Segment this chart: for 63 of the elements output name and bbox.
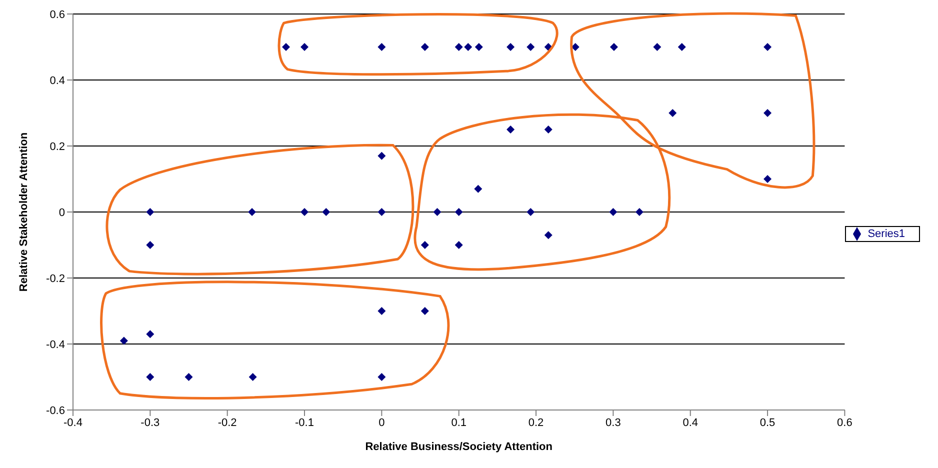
point xyxy=(378,373,386,381)
point xyxy=(454,241,463,249)
point xyxy=(322,208,330,216)
point xyxy=(609,208,618,216)
point xyxy=(433,208,442,216)
point xyxy=(635,208,644,216)
y-tick-label: -0.6 xyxy=(46,404,65,417)
point xyxy=(764,109,772,117)
y-tick-label: 0 xyxy=(58,206,65,219)
point xyxy=(653,43,662,51)
point xyxy=(146,208,154,216)
point xyxy=(184,373,193,381)
point xyxy=(454,43,463,51)
point xyxy=(506,126,515,134)
x-tick-label: -0.4 xyxy=(64,416,82,429)
y-tick-label: -0.2 xyxy=(46,272,65,285)
point xyxy=(378,152,386,160)
point xyxy=(610,43,618,51)
x-tick-label: 0 xyxy=(378,416,385,429)
point xyxy=(526,208,535,216)
point xyxy=(282,43,290,51)
x-tick-label: -0.3 xyxy=(140,416,160,429)
x-tick-label: -0.1 xyxy=(295,416,314,429)
point xyxy=(506,43,515,51)
point xyxy=(248,208,256,216)
point xyxy=(474,43,483,51)
point xyxy=(120,336,128,345)
x-tick-label: 0.4 xyxy=(682,416,698,429)
point xyxy=(474,184,482,193)
x-tick-label: 0.5 xyxy=(760,416,776,429)
point xyxy=(300,208,309,216)
point xyxy=(420,43,429,51)
x-tick-label: 0.1 xyxy=(451,416,466,429)
x-tick-label: 0.2 xyxy=(528,416,544,429)
x-tick-label: -0.2 xyxy=(218,416,237,429)
point xyxy=(464,43,472,51)
point xyxy=(764,43,772,51)
y-tick-label: 0.2 xyxy=(50,140,65,153)
point xyxy=(378,208,386,216)
point xyxy=(420,307,429,315)
point xyxy=(678,43,686,51)
point xyxy=(300,43,309,51)
point xyxy=(764,175,772,183)
point xyxy=(526,43,535,51)
y-axis-title: Relative Stakeholder Attention xyxy=(18,132,30,292)
point xyxy=(668,109,677,117)
x-axis-title: Relative Business/Society Attention xyxy=(365,441,553,453)
point xyxy=(544,126,552,134)
point xyxy=(146,330,154,338)
point xyxy=(544,231,552,240)
point xyxy=(378,307,386,315)
point xyxy=(146,241,154,249)
point xyxy=(420,241,429,249)
point xyxy=(146,373,154,381)
x-tick-label: 0.6 xyxy=(837,416,852,429)
point xyxy=(248,373,257,381)
y-tick-label: -0.4 xyxy=(46,338,65,351)
legend-label: Series1 xyxy=(868,228,905,240)
x-tick-label: 0.3 xyxy=(606,416,621,429)
y-tick-label: 0.6 xyxy=(50,8,65,21)
point xyxy=(454,208,463,216)
y-tick-label: 0.4 xyxy=(50,74,65,87)
point xyxy=(378,43,386,51)
